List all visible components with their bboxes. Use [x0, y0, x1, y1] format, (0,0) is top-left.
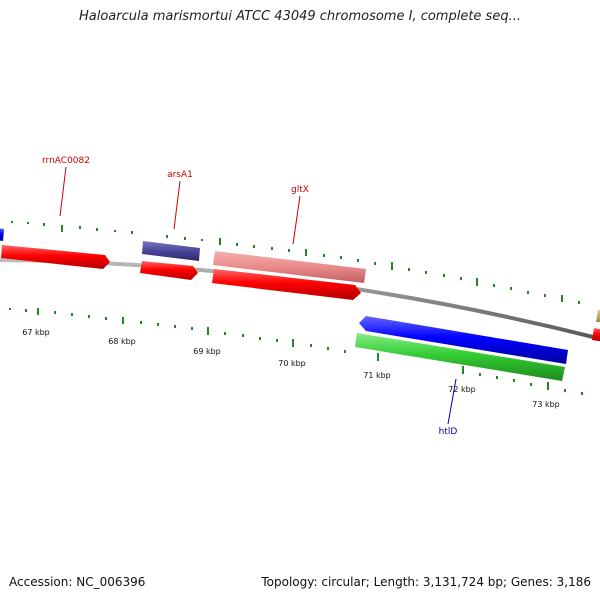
kbp-label-70: 70 kbp — [278, 359, 306, 368]
feature-rrnAC0082-partial[interactable] — [0, 228, 4, 241]
label-arsA1[interactable]: arsA1 — [167, 170, 193, 180]
label-leaders — [59, 166, 457, 425]
kbp-label-67: 67 kbp — [22, 328, 50, 337]
feature-gltX[interactable] — [213, 251, 366, 283]
feature-olive-partial[interactable] — [596, 310, 600, 322]
feature-red-3[interactable] — [212, 269, 361, 300]
feature-red-partial-right[interactable] — [592, 328, 600, 342]
outer-tick-ring — [11, 221, 580, 304]
feature-htlD[interactable] — [355, 333, 565, 381]
label-gltX[interactable]: gltX — [291, 185, 309, 195]
feature-arsA1[interactable] — [142, 241, 200, 261]
kbp-label-68: 68 kbp — [108, 337, 136, 346]
kbp-label-71: 71 kbp — [363, 371, 391, 380]
map-title: Haloarcula marismortui ATCC 43049 chromo… — [79, 9, 521, 24]
footer-bar: Accession: NC_006396 Topology: circular;… — [9, 575, 591, 593]
label-htlD[interactable]: htlD — [439, 427, 458, 437]
accession-text: Accession: NC_006396 — [9, 575, 146, 589]
genome-summary-text: Topology: circular; Length: 3,131,724 bp… — [261, 575, 591, 589]
kbp-label-73: 73 kbp — [532, 400, 560, 409]
kbp-label-69: 69 kbp — [193, 347, 221, 356]
feature-red-2[interactable] — [140, 261, 198, 280]
feature-blue-reverse[interactable] — [359, 316, 568, 364]
kbp-label-72: 72 kbp — [448, 385, 476, 394]
label-rrnAC0082[interactable]: rrnAC0082 — [42, 156, 90, 166]
feature-red-1[interactable] — [1, 245, 110, 269]
inner-tick-ring — [9, 308, 583, 395]
